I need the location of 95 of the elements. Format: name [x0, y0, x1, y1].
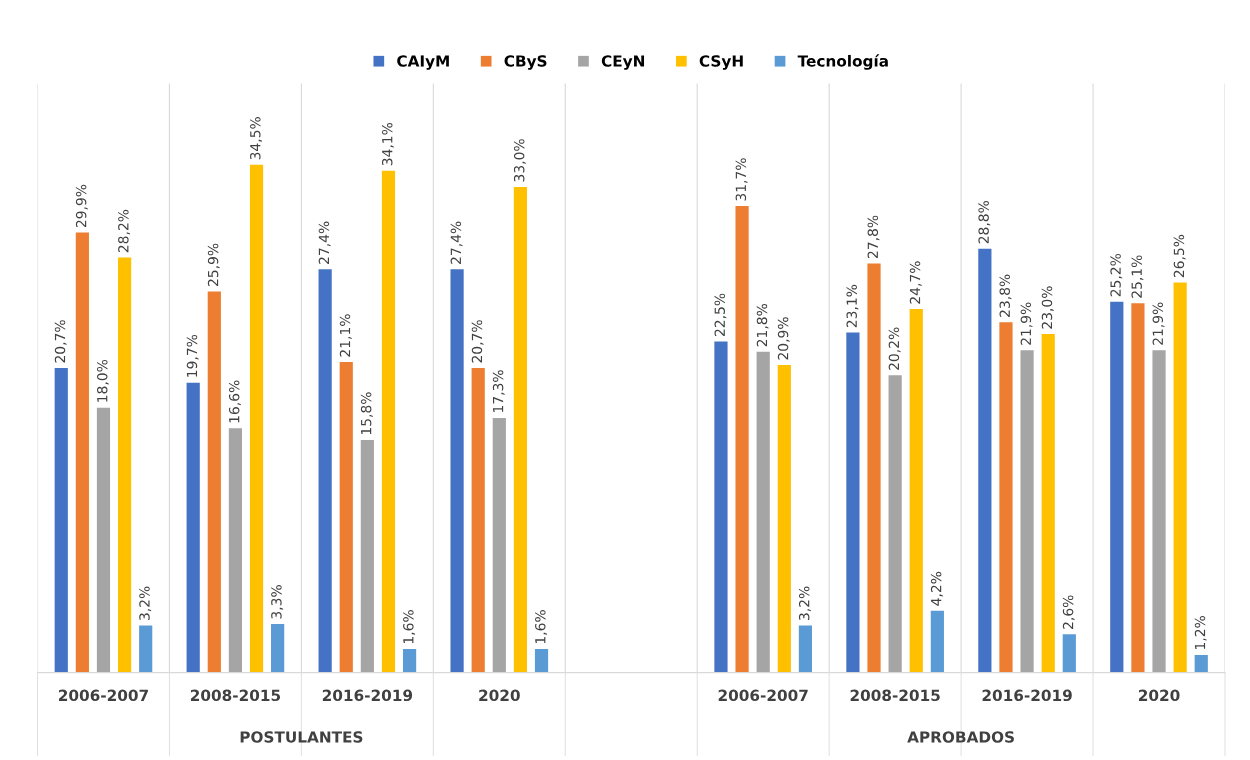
bar	[339, 362, 353, 673]
bar	[735, 206, 749, 673]
bar	[1152, 350, 1166, 673]
bar	[381, 170, 396, 673]
bar	[450, 269, 464, 673]
data-label: 28,8%	[978, 200, 991, 244]
bar	[492, 417, 506, 673]
data-label: 21,9%	[1152, 302, 1165, 345]
data-label: 23,0%	[1041, 286, 1054, 329]
data-label: 21,9%	[1020, 302, 1033, 345]
data-label: 27,4%	[450, 221, 463, 264]
x-tick-label: 2016-2019	[982, 689, 1072, 702]
x-tick-label: 2016-2019	[322, 689, 413, 702]
data-label: 24,7%	[909, 261, 922, 304]
legend-label: Tecnología	[797, 54, 888, 70]
data-label: 3,2%	[139, 586, 152, 621]
data-label: 1,6%	[403, 610, 416, 644]
data-label: 27,4%	[318, 221, 331, 264]
bar	[228, 428, 243, 673]
bar	[798, 625, 813, 673]
x-tick-label: 2020	[1138, 689, 1180, 702]
data-label: 18,0%	[97, 359, 109, 402]
bar	[360, 440, 374, 673]
bar	[978, 248, 992, 673]
data-label: 19,7%	[186, 334, 199, 377]
text: APROBADOS	[907, 731, 1014, 743]
data-label: 21,1%	[339, 314, 352, 357]
data-label: 2,6%	[1062, 595, 1075, 629]
bar	[117, 257, 132, 673]
data-label: 17,3%	[492, 370, 505, 413]
data-label: 21,8%	[756, 303, 769, 347]
bar	[1131, 303, 1145, 673]
bar	[513, 186, 528, 673]
bar	[1173, 282, 1187, 673]
bar	[1020, 350, 1034, 673]
data-label: 34,5%	[250, 117, 262, 160]
bar	[930, 610, 944, 673]
bar	[249, 164, 264, 673]
bar	[402, 649, 417, 673]
data-label: 29,9%	[75, 184, 88, 228]
text: POSTULANTES	[240, 731, 363, 743]
data-label: 28,2%	[118, 209, 131, 253]
data-label: 20,9%	[777, 317, 790, 360]
bar	[271, 624, 285, 673]
bar	[999, 322, 1013, 673]
data-label: 16,6%	[228, 380, 241, 423]
bar	[777, 365, 791, 673]
bar	[186, 382, 200, 673]
data-label: 23,8%	[999, 274, 1012, 317]
legend-label: CAIyM	[397, 55, 449, 70]
x-tick-label: 2008-2015	[850, 689, 940, 702]
data-label: 25,9%	[207, 243, 220, 286]
bar	[1194, 654, 1208, 673]
legend-label: CEyN	[601, 55, 645, 70]
x-tick-label: 2006-2007	[718, 689, 808, 702]
data-label: 25,2%	[1110, 253, 1123, 297]
bar	[96, 407, 111, 673]
data-label: 3,2%	[798, 586, 811, 621]
data-label: 27,8%	[867, 215, 880, 259]
legend-label: CSyH	[699, 55, 743, 70]
data-label: 31,7%	[735, 158, 748, 201]
bar	[534, 649, 549, 673]
bar	[1041, 334, 1055, 673]
data-label: 23,1%	[846, 284, 859, 328]
bar	[139, 625, 153, 673]
data-label: 3,3%	[271, 585, 284, 619]
bar	[75, 232, 89, 673]
bar	[471, 367, 485, 673]
bar	[1110, 301, 1124, 673]
bar	[867, 263, 881, 673]
data-label: 34,1%	[382, 122, 394, 166]
data-label: 15,8%	[360, 392, 373, 435]
data-label: 20,7%	[471, 320, 484, 363]
bar	[207, 291, 221, 673]
bar	[909, 309, 923, 673]
bar	[1062, 634, 1076, 673]
data-label: 20,2%	[888, 327, 901, 370]
x-tick-label: 2008-2015	[190, 689, 281, 702]
bar	[846, 332, 860, 673]
data-label: 1,6%	[535, 610, 547, 644]
bar	[54, 367, 68, 673]
bar	[756, 351, 770, 673]
bar	[318, 269, 332, 673]
x-tick-label: 2006-2007	[58, 689, 148, 702]
data-label: 1,2%	[1194, 616, 1207, 649]
legend-label: CByS	[504, 55, 547, 70]
data-label: 22,5%	[714, 293, 727, 337]
data-label: 26,5%	[1173, 234, 1186, 278]
data-label: 4,2%	[930, 571, 943, 606]
bar	[888, 375, 902, 673]
bar	[714, 341, 728, 673]
data-label: 20,7%	[54, 320, 67, 363]
data-label: 25,1%	[1131, 255, 1144, 298]
x-tick-label: 2020	[479, 689, 520, 702]
data-label: 33,0%	[513, 139, 526, 182]
